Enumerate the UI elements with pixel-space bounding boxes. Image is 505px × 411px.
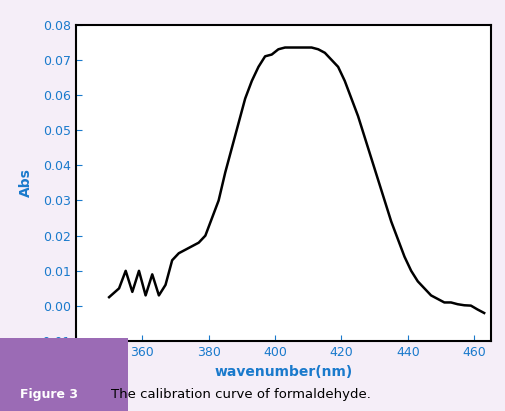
Y-axis label: Abs: Abs <box>19 169 33 197</box>
Text: The calibration curve of formaldehyde.: The calibration curve of formaldehyde. <box>111 388 371 401</box>
X-axis label: wavenumber(nm): wavenumber(nm) <box>214 365 352 379</box>
Text: Figure 3: Figure 3 <box>20 388 78 401</box>
